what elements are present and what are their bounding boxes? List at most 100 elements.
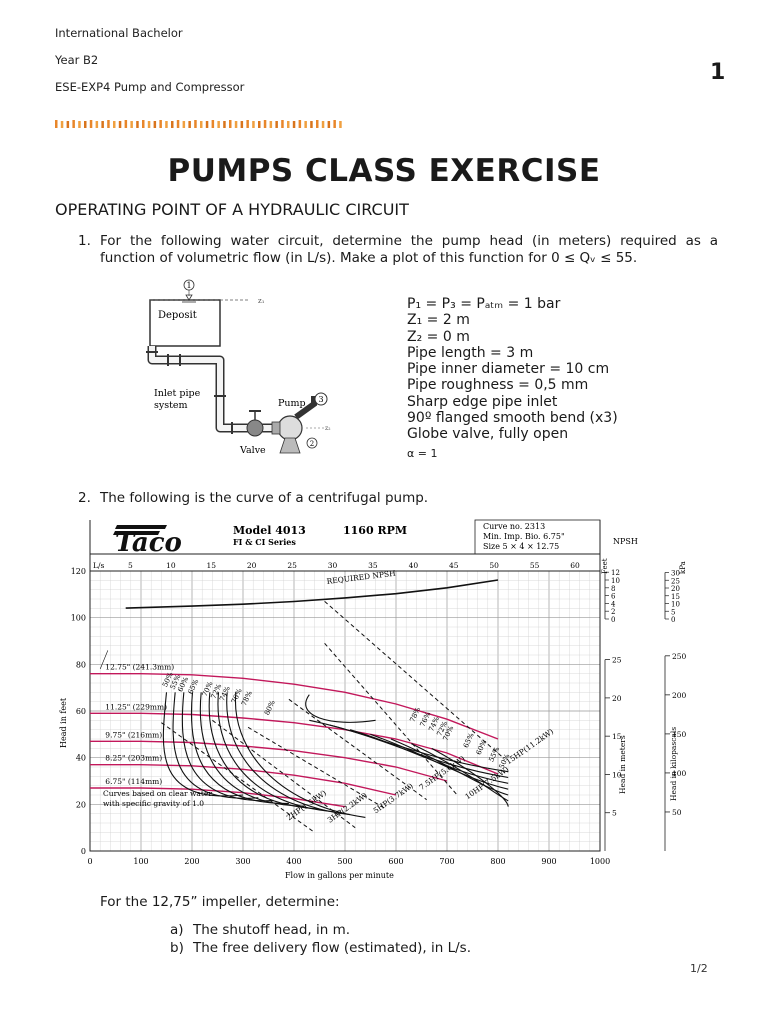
efficiency-contour — [226, 692, 351, 816]
impeller-curve-label: 9.75" (216mm) — [105, 730, 162, 739]
sub-question-b-text: The free delivery flow (estimated), in L… — [193, 940, 471, 956]
sub-question-a-text: The shutoff head, in m. — [193, 922, 351, 938]
deco-bar — [176, 120, 180, 128]
pump-size: Size 5 × 4 × 12.75 — [483, 542, 559, 551]
point-2-marker — [306, 437, 318, 449]
horsepower-line — [212, 719, 356, 829]
deco-bar — [258, 121, 261, 128]
npsh-kpa-tick-label: 15 — [671, 593, 680, 601]
efficiency-contour — [431, 747, 509, 807]
sub-question-a: a) The shutoff head, in m. — [170, 922, 350, 938]
sub-question-b-letter: b) — [170, 940, 184, 956]
impeller-curve — [90, 673, 499, 740]
efficiency-label: 60% — [475, 738, 489, 756]
given-item: Pipe length = 3 m — [407, 344, 534, 361]
meters-tick-label: 10 — [612, 770, 622, 779]
deco-bar — [263, 120, 267, 128]
given-item: Pipe roughness = 0,5 mm — [407, 377, 589, 394]
horsepower-line — [247, 726, 387, 810]
ls-tick-label: 45 — [449, 561, 459, 570]
point-3-marker — [314, 392, 328, 406]
deco-bar — [182, 121, 186, 128]
deco-bar — [211, 120, 215, 128]
deco-bar — [107, 120, 110, 128]
deco-bar — [240, 121, 244, 128]
deco-bar — [118, 121, 122, 128]
efficiency-contour — [234, 692, 366, 818]
deco-bar — [72, 120, 75, 128]
impeller-curve — [90, 764, 397, 796]
npsh-kpa-tick-label: 30 — [671, 570, 680, 578]
pump-base — [279, 437, 301, 454]
npsh-axis-title: NPSH — [613, 537, 638, 546]
efficiency-contour — [217, 692, 335, 813]
kpa-tick-label: 250 — [672, 652, 687, 661]
x-tick-label: 500 — [337, 857, 352, 866]
question-2-number: 2. — [78, 490, 91, 506]
efficiency-contour — [305, 694, 376, 723]
deco-bar — [147, 121, 151, 128]
given-item: Sharp edge pipe inlet — [407, 393, 558, 410]
x-tick-label: 300 — [235, 857, 250, 866]
y-tick-label: 80 — [76, 660, 86, 669]
deco-bar — [275, 121, 278, 128]
pump-performance-chart: Taco Model 4013 FI & CI Series 1160 RPM … — [59, 519, 687, 880]
deco-bar — [153, 121, 157, 128]
deco-bar — [217, 121, 220, 128]
y-tick-label: 20 — [76, 800, 86, 809]
deco-bar — [95, 121, 99, 128]
deco-bar — [229, 120, 232, 128]
deco-bar — [310, 121, 313, 128]
x-tick-label: 900 — [541, 857, 556, 866]
rpm-label: 1160 RPM — [343, 524, 407, 537]
page-title: PUMPS CLASS EXERCISE — [167, 153, 601, 189]
z1-label: z₁ — [258, 297, 265, 305]
npsh-kpa-tick-label: 10 — [671, 601, 680, 609]
npsh-kpa-tick-label: 25 — [671, 577, 680, 585]
efficiency-contour — [390, 738, 509, 796]
ls-tick-label: 5 — [128, 561, 133, 570]
deco-bar — [304, 121, 307, 128]
question-2: 2. The following is the curve of a centr… — [78, 490, 428, 506]
deposit-label: Deposit — [158, 310, 197, 321]
efficiency-contour — [199, 692, 305, 807]
deco-bar — [292, 121, 296, 128]
y-tick-label: 100 — [71, 614, 86, 623]
npsh-kpa-title: kPa — [679, 561, 687, 574]
deco-bar — [188, 121, 191, 128]
efficiency-label: 65% — [462, 731, 476, 749]
deco-bar — [130, 121, 133, 128]
ls-tick-label: 25 — [287, 561, 297, 570]
deco-bar — [165, 121, 168, 128]
deco-bar — [327, 121, 331, 128]
required-npsh-curve — [125, 579, 499, 609]
valve-icon — [246, 419, 264, 437]
alpha-coefficient: α = 1 — [407, 446, 438, 460]
x-tick-label: 200 — [184, 857, 199, 866]
course-program: International Bachelor — [55, 26, 183, 40]
meters-tick-label: 5 — [612, 809, 617, 818]
deco-bar — [234, 121, 238, 128]
sub-question-a-letter: a) — [170, 922, 184, 938]
deco-bar — [84, 121, 87, 128]
efficiency-contour — [370, 733, 509, 790]
impeller-curve-label: 8.25" (203mm) — [105, 754, 162, 763]
x-axis-title: Flow in gallons per minute — [285, 871, 394, 880]
course-year: Year B2 — [55, 53, 99, 67]
kpa-tick-label: 100 — [672, 769, 687, 778]
deco-bar — [205, 121, 209, 128]
taco-logo: Taco — [113, 525, 182, 558]
npsh-kpa-tick-label: 20 — [671, 585, 680, 593]
inlet-pipe-label-2: system — [154, 400, 188, 411]
meters-tick-label: 25 — [612, 656, 622, 665]
sub-question-b: b) The free delivery flow (estimated), in… — [170, 940, 471, 956]
valve-label: Valve — [239, 445, 266, 456]
question-1-text: For the following water circuit, determi… — [100, 233, 718, 266]
y-axis-meters-title: Head in meters — [618, 735, 627, 794]
ls-tick-label: 30 — [328, 561, 338, 570]
x-tick-label: 800 — [490, 857, 505, 866]
efficiency-contour — [172, 692, 259, 799]
plot-frame — [89, 570, 601, 852]
given-item: 90º flanged smooth bend (x3) — [407, 410, 618, 427]
min-impeller: Min. Imp. Bio. 6.75" — [483, 532, 565, 541]
